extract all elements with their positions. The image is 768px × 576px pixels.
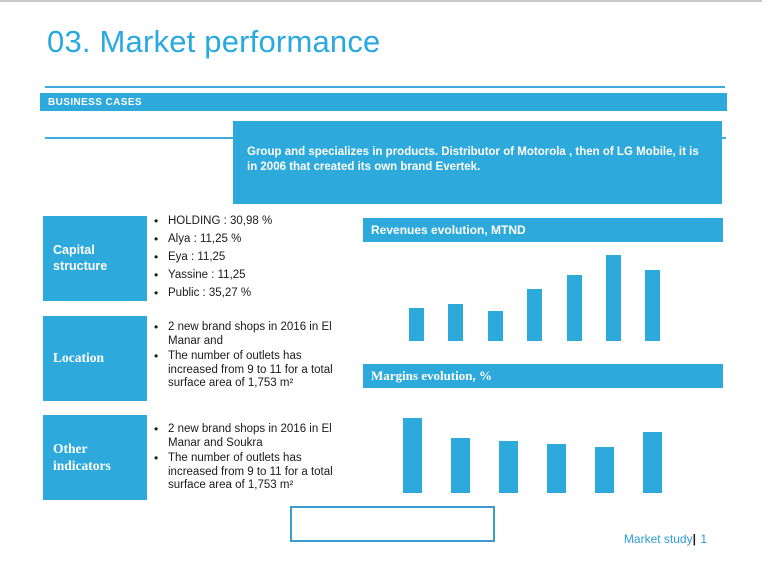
section-banner-label: BUSINESS CASES bbox=[48, 96, 142, 108]
bar bbox=[487, 311, 503, 341]
bar bbox=[643, 432, 662, 493]
bar bbox=[448, 304, 464, 341]
bullet-item: 2 new brand shops in 2016 in El Manar an… bbox=[152, 422, 338, 450]
bar bbox=[409, 308, 424, 341]
margins-chart-title-banner: Margins evolution, % bbox=[363, 364, 723, 388]
capital-structure-box: Capital structure bbox=[43, 216, 147, 301]
bar bbox=[499, 441, 518, 493]
bar bbox=[605, 255, 621, 341]
bullet-item: The number of outlets has increased from… bbox=[152, 451, 338, 493]
location-label: Location bbox=[53, 350, 105, 366]
description-box: Group and specializes in products. Distr… bbox=[233, 121, 722, 204]
section-banner: BUSINESS CASES bbox=[40, 93, 727, 111]
bullet-item: Yassine : 11,25 bbox=[152, 268, 352, 283]
location-box: Location bbox=[43, 316, 147, 401]
footer-label: Market study bbox=[623, 532, 693, 546]
title-divider bbox=[45, 86, 725, 88]
bullet-item: Eya : 11,25 bbox=[152, 250, 352, 265]
empty-text-box bbox=[290, 506, 495, 542]
revenues-bar-chart bbox=[409, 255, 661, 341]
bar bbox=[566, 275, 582, 341]
revenues-chart-title-banner: Revenues evolution, MTND bbox=[363, 218, 723, 242]
slide-top-edge bbox=[0, 0, 762, 2]
bar bbox=[451, 438, 470, 493]
bullet-item: HOLDING : 30,98 % bbox=[152, 214, 352, 229]
bar bbox=[527, 289, 543, 341]
bullet-item: Alya : 11,25 % bbox=[152, 232, 352, 247]
bar bbox=[595, 447, 614, 493]
margins-chart-title: Margins evolution, % bbox=[371, 368, 492, 383]
capital-structure-label: Capital structure bbox=[53, 242, 108, 273]
footer: Market study| 1 bbox=[624, 532, 707, 546]
location-bullets: 2 new brand shops in 2016 in El Manar an… bbox=[152, 320, 338, 393]
bar bbox=[403, 418, 422, 493]
bar bbox=[645, 270, 661, 341]
other-indicators-bullets: 2 new brand shops in 2016 in El Manar an… bbox=[152, 422, 338, 495]
other-indicators-label: Other indicators bbox=[53, 440, 111, 473]
bullet-item: Public : 35,27 % bbox=[152, 286, 352, 301]
margins-bar-chart bbox=[403, 418, 662, 493]
footer-separator: | bbox=[692, 532, 696, 546]
revenues-chart-title: Revenues evolution, MTND bbox=[371, 223, 526, 237]
bar bbox=[547, 444, 566, 493]
bullet-item: 2 new brand shops in 2016 in El Manar an… bbox=[152, 320, 338, 348]
description-text: Group and specializes in products. Distr… bbox=[247, 146, 699, 173]
other-indicators-box: Other indicators bbox=[43, 415, 147, 500]
page-title: 03. Market performance bbox=[47, 24, 381, 59]
page-number: 1 bbox=[700, 532, 707, 546]
capital-structure-bullets: HOLDING : 30,98 % Alya : 11,25 % Eya : 1… bbox=[152, 214, 352, 305]
bullet-item: The number of outlets has increased from… bbox=[152, 349, 338, 391]
